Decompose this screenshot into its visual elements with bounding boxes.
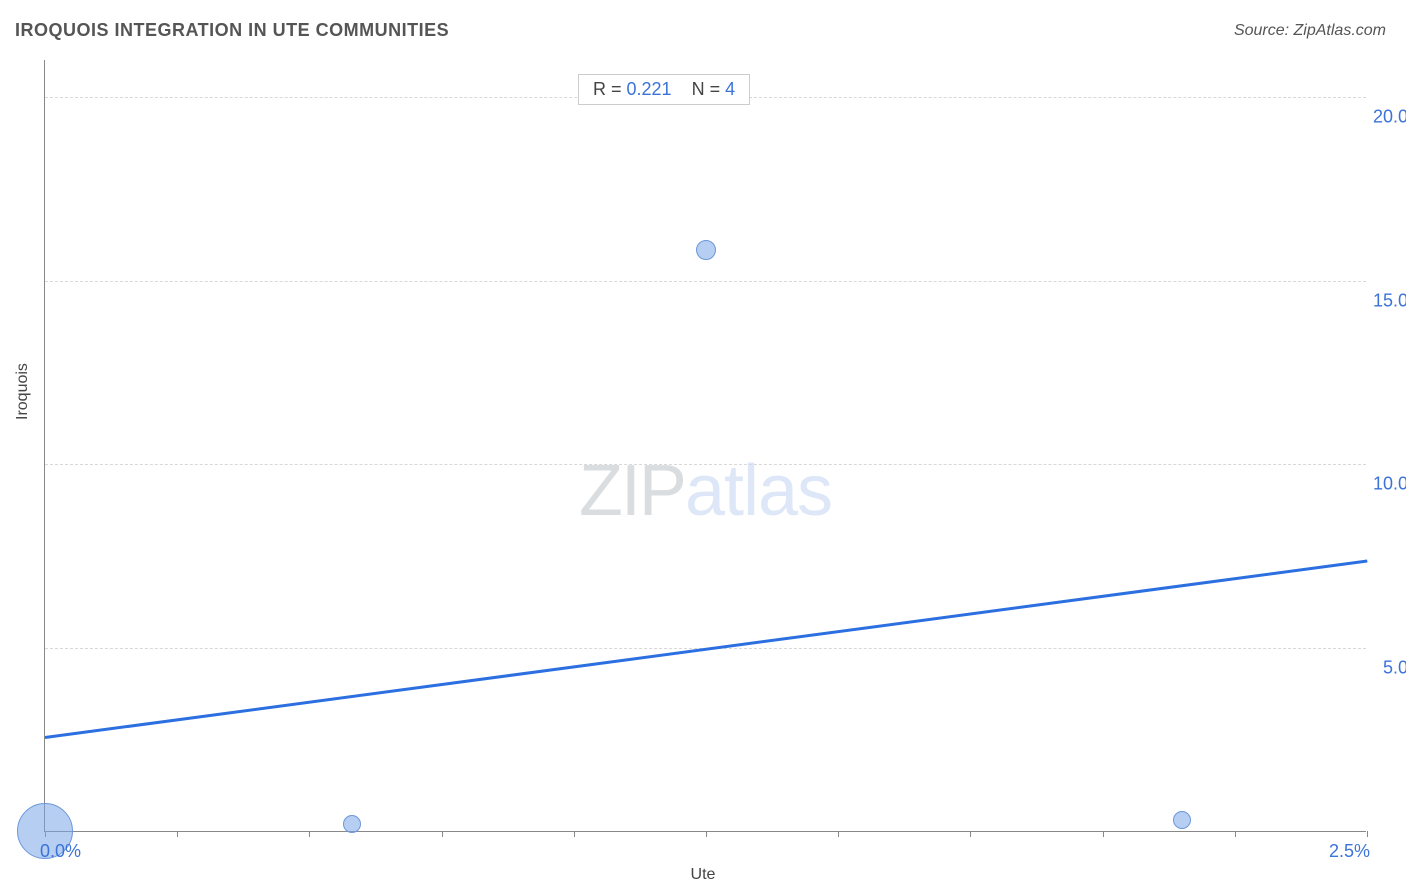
x-tick	[177, 831, 178, 837]
r-label: R =	[593, 79, 627, 99]
x-max-label: 2.5%	[1329, 841, 1370, 862]
data-point	[343, 815, 361, 833]
watermark-zip: ZIP	[579, 451, 685, 531]
data-point	[1173, 811, 1191, 829]
r-value: 0.221	[627, 79, 672, 99]
x-tick	[574, 831, 575, 837]
plot-inner: ZIPatlas 5.0%10.0%15.0%20.0%	[44, 60, 1366, 832]
x-min-label: 0.0%	[40, 841, 81, 862]
gridline	[45, 281, 1366, 282]
stats-box: R = 0.221 N = 4	[578, 74, 750, 105]
watermark-atlas: atlas	[685, 451, 832, 531]
n-label: N =	[692, 79, 726, 99]
x-axis-title: Ute	[0, 866, 1406, 884]
y-tick-label: 20.0%	[1373, 106, 1406, 127]
y-tick-label: 15.0%	[1373, 290, 1406, 311]
watermark: ZIPatlas	[45, 450, 1366, 532]
plot-area: ZIPatlas 5.0%10.0%15.0%20.0% 0.0% 2.5%	[44, 60, 1366, 832]
x-tick	[1367, 831, 1368, 837]
x-tick	[1103, 831, 1104, 837]
source-attribution: Source: ZipAtlas.com	[1234, 22, 1386, 40]
n-value: 4	[725, 79, 735, 99]
x-tick	[309, 831, 310, 837]
x-tick	[970, 831, 971, 837]
y-axis-title: Iroquois	[14, 363, 32, 420]
y-tick-label: 5.0%	[1383, 658, 1406, 679]
y-tick-label: 10.0%	[1373, 474, 1406, 495]
x-tick	[706, 831, 707, 837]
gridline	[45, 464, 1366, 465]
chart-title: IROQUOIS INTEGRATION IN UTE COMMUNITIES	[15, 20, 449, 41]
x-tick	[838, 831, 839, 837]
trend-line	[45, 560, 1367, 739]
x-tick	[442, 831, 443, 837]
x-tick	[1235, 831, 1236, 837]
data-point	[696, 240, 716, 260]
